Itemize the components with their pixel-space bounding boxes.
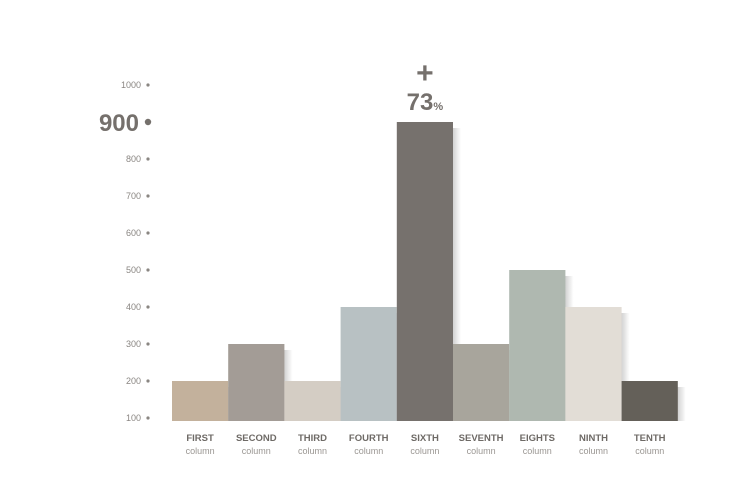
y-tick-label: 400 bbox=[126, 302, 141, 312]
x-tick-label: FIRST bbox=[186, 433, 214, 444]
bar-first bbox=[172, 381, 229, 421]
bar-second bbox=[228, 344, 285, 421]
bar-sixth bbox=[396, 122, 453, 421]
y-tick-label: 500 bbox=[126, 265, 141, 275]
bar-eights bbox=[509, 270, 566, 421]
y-tick-dot bbox=[144, 118, 152, 126]
y-tick-dot bbox=[146, 268, 150, 272]
x-tick-sublabel: column bbox=[354, 446, 383, 456]
bar-shadow bbox=[619, 313, 630, 421]
y-tick-dot bbox=[146, 157, 150, 161]
highlight-annotation: +73% bbox=[407, 57, 444, 116]
x-tick-sublabel: column bbox=[579, 446, 608, 456]
y-tick-dot bbox=[146, 416, 150, 420]
x-tick-sublabel: column bbox=[410, 446, 439, 456]
bar-tenth bbox=[621, 381, 678, 421]
y-tick-label: 200 bbox=[126, 376, 141, 386]
x-tick-label: NINTH bbox=[579, 433, 608, 444]
y-tick-label: 700 bbox=[126, 191, 141, 201]
y-tick-label: 300 bbox=[126, 339, 141, 349]
x-tick-sublabel: column bbox=[467, 446, 496, 456]
y-tick-label: 900 bbox=[99, 110, 139, 137]
y-tick-label: 600 bbox=[126, 228, 141, 238]
x-tick-sublabel: column bbox=[635, 446, 664, 456]
x-tick-label: EIGHTS bbox=[520, 433, 555, 444]
y-tick-dot bbox=[146, 231, 150, 235]
x-tick-label: SECOND bbox=[236, 433, 277, 444]
x-tick-sublabel: column bbox=[298, 446, 327, 456]
annotation-percent-label: 73% bbox=[407, 89, 444, 116]
y-tick-label: 100 bbox=[126, 413, 141, 423]
bar-shadow bbox=[451, 128, 461, 421]
bars bbox=[172, 122, 678, 421]
bar-fourth bbox=[340, 307, 397, 421]
bar-ninth bbox=[565, 307, 622, 421]
x-tick-label: SIXTH bbox=[411, 433, 439, 444]
y-tick-label: 1000 bbox=[121, 80, 141, 90]
x-axis-labels: FIRST column SECOND column THIRD column FOURTH… bbox=[186, 433, 666, 456]
x-tick-label: TENTH bbox=[634, 433, 666, 444]
y-tick-dot bbox=[146, 342, 150, 346]
y-tick-dot bbox=[146, 305, 150, 309]
bar-shadow bbox=[675, 387, 686, 421]
y-tick-dot bbox=[146, 379, 150, 383]
x-tick-label: FOURTH bbox=[349, 433, 389, 444]
bar-seventh bbox=[453, 344, 510, 421]
y-tick-dot bbox=[146, 83, 150, 87]
x-tick-sublabel: column bbox=[186, 446, 215, 456]
x-tick-sublabel: column bbox=[523, 446, 552, 456]
y-axis: 100 200 300 400 500 600 700 800 900 1000 bbox=[99, 80, 152, 423]
x-tick-label: SEVENTH bbox=[459, 433, 504, 444]
annotation-plus-sign: + bbox=[416, 57, 434, 90]
y-tick-dot bbox=[146, 194, 150, 198]
y-tick-label: 800 bbox=[126, 154, 141, 164]
bar-third bbox=[284, 381, 341, 421]
x-tick-sublabel: column bbox=[242, 446, 271, 456]
x-tick-label: THIRD bbox=[298, 433, 327, 444]
